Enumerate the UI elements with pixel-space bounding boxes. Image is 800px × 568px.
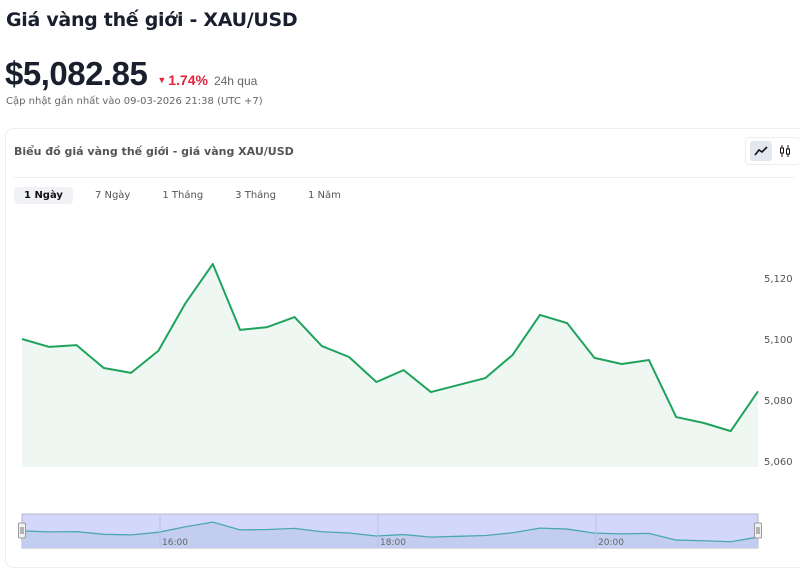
- tab-1-month[interactable]: 1 Tháng: [162, 190, 204, 201]
- data-point[interactable]: [646, 358, 651, 363]
- data-point[interactable]: [728, 429, 733, 434]
- data-point[interactable]: [210, 261, 215, 266]
- data-point[interactable]: [510, 352, 515, 357]
- divider: [14, 177, 794, 178]
- data-point[interactable]: [565, 321, 570, 326]
- y-tick-label: 5,120: [764, 274, 793, 285]
- data-point[interactable]: [47, 344, 52, 349]
- area-fill: [22, 263, 758, 467]
- data-point[interactable]: [347, 354, 352, 359]
- data-point[interactable]: [129, 370, 134, 375]
- candlestick-button[interactable]: [774, 141, 796, 161]
- data-point[interactable]: [674, 415, 679, 420]
- data-point[interactable]: [456, 383, 461, 388]
- data-point[interactable]: [101, 365, 106, 370]
- price-row: $5,082.85 ▼ 1.74% 24h qua: [5, 55, 257, 93]
- tab-1-day[interactable]: 1 Ngày: [14, 187, 73, 204]
- y-tick-label: 5,100: [764, 335, 793, 346]
- chart-card: Biểu đồ giá vàng thế giới - giá vàng XAU…: [5, 128, 800, 568]
- y-tick-label: 5,080: [764, 396, 793, 407]
- data-point[interactable]: [428, 390, 433, 395]
- data-point[interactable]: [537, 312, 542, 317]
- navigator-area: [22, 522, 758, 548]
- navigator-handle-right[interactable]: [754, 522, 762, 539]
- last-updated: Cập nhật gần nhất vào 09-03-2026 21:38 (…: [6, 96, 263, 107]
- data-point[interactable]: [619, 362, 624, 367]
- tab-7-days[interactable]: 7 Ngày: [94, 190, 131, 201]
- chart-title: Biểu đồ giá vàng thế giới - giá vàng XAU…: [14, 145, 294, 158]
- range-tabs: 1 Ngày 7 Ngày 1 Tháng 3 Tháng 1 Năm: [14, 187, 363, 204]
- data-point[interactable]: [183, 301, 188, 306]
- data-point[interactable]: [592, 355, 597, 360]
- data-point[interactable]: [483, 376, 488, 381]
- candlestick-icon: [780, 145, 790, 157]
- data-point[interactable]: [401, 368, 406, 373]
- data-point[interactable]: [319, 344, 324, 349]
- data-point[interactable]: [265, 325, 270, 330]
- data-point[interactable]: [74, 343, 79, 348]
- y-tick-label: 5,060: [764, 457, 793, 468]
- data-point[interactable]: [156, 348, 161, 353]
- data-point[interactable]: [701, 420, 706, 425]
- navigator-tick-label: 20:00: [598, 538, 624, 548]
- change-period: 24h qua: [213, 74, 258, 88]
- navigator-tick-label: 16:00: [162, 538, 188, 548]
- price-change: ▼ 1.74%: [157, 72, 208, 88]
- data-point[interactable]: [756, 389, 761, 394]
- price-line: [21, 262, 759, 433]
- page-title: Giá vàng thế giới - XAU/USD: [6, 9, 298, 31]
- navigator-tick-label: 18:00: [380, 538, 406, 548]
- data-point[interactable]: [292, 315, 297, 320]
- change-percent: 1.74%: [168, 72, 208, 88]
- tab-1-year[interactable]: 1 Năm: [307, 190, 341, 201]
- navigator-series: [21, 521, 759, 543]
- navigator-handle-left[interactable]: [18, 522, 26, 539]
- caret-down-icon: ▼: [157, 75, 167, 85]
- current-price: $5,082.85: [5, 55, 148, 92]
- data-point[interactable]: [238, 327, 243, 332]
- chart-type-switch: [745, 137, 800, 165]
- tab-3-months[interactable]: 3 Tháng: [235, 190, 276, 201]
- data-point[interactable]: [20, 337, 25, 342]
- line-chart-button[interactable]: [750, 141, 772, 161]
- data-point[interactable]: [374, 380, 379, 385]
- line-chart-icon: [754, 146, 768, 156]
